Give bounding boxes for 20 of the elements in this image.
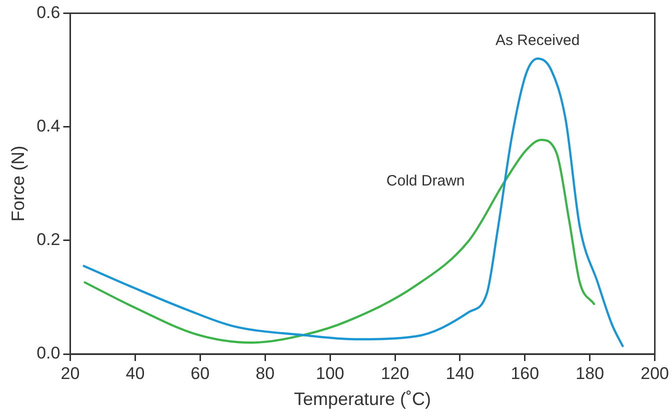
x-tick-label: 100 [316, 364, 344, 383]
x-tick-label: 40 [126, 364, 145, 383]
y-tick-label: 0.6 [36, 2, 60, 22]
x-tick-label: 180 [576, 364, 604, 383]
y-axis-title: Force (N) [8, 146, 28, 222]
x-tick-label: 200 [640, 364, 670, 383]
x-tick-label: 140 [446, 364, 474, 383]
y-tick-label: 0.4 [36, 116, 60, 136]
x-tick-label: 20 [60, 364, 80, 383]
x-tick-label: 120 [380, 364, 410, 383]
x-tick-label: 160 [510, 364, 540, 383]
y-tick-label: 0.0 [36, 344, 60, 363]
x-tick-label: 60 [190, 364, 210, 383]
y-tick-label: 0.2 [36, 230, 60, 250]
series-label: As Received [495, 32, 580, 49]
text: Cold Drawn [386, 172, 465, 190]
x-tick-label: 80 [256, 364, 275, 383]
line-series [82, 58, 624, 348]
x-axis-title: Temperature (˚C) [294, 389, 432, 410]
line-series [84, 138, 596, 344]
